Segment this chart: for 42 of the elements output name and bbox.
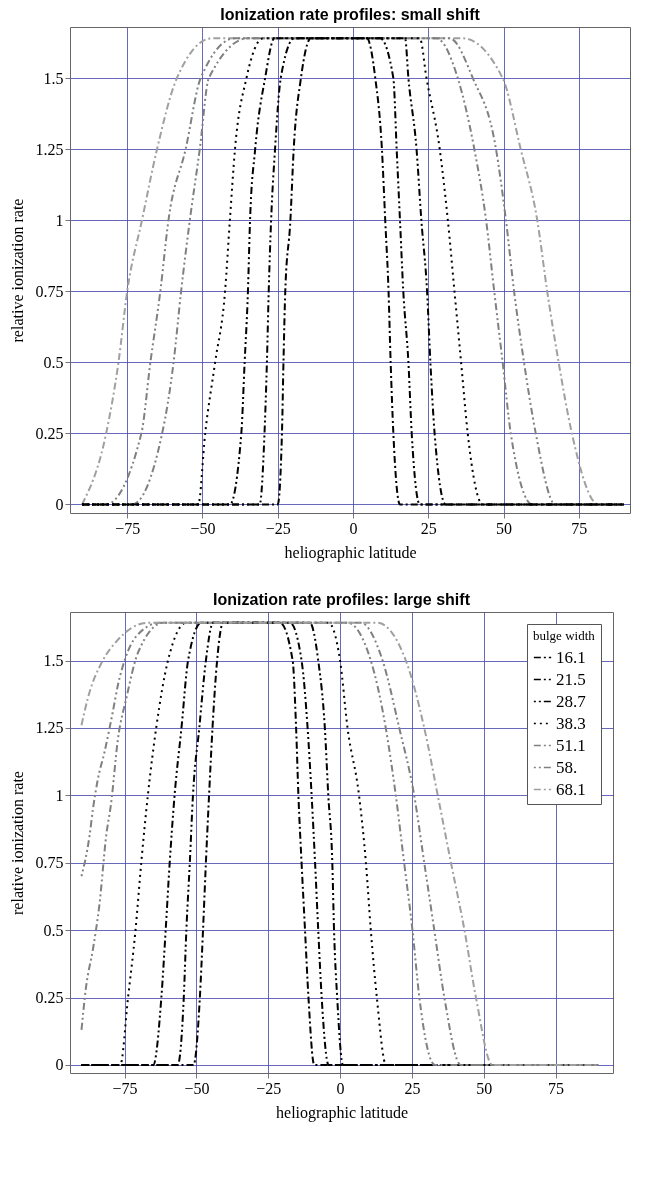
x-tick-label: 75 <box>548 1079 565 1097</box>
y-tick-label: 0.5 <box>43 921 64 939</box>
legend-title: bulge width <box>533 628 596 643</box>
legend-label: 16.1 <box>556 647 586 667</box>
y-axis-title: relative ionization rate <box>8 771 26 915</box>
x-tick-label: −25 <box>265 519 291 537</box>
x-tick-label: 0 <box>336 1079 345 1097</box>
legend-label: 38.3 <box>556 713 586 733</box>
y-tick-label: 1.5 <box>43 69 64 87</box>
y-tick-label: 0 <box>55 1056 64 1074</box>
x-tick-label: 50 <box>476 1079 493 1097</box>
x-tick-label: 75 <box>571 519 588 537</box>
legend-label: 58. <box>556 757 578 777</box>
x-tick-label: 50 <box>496 519 513 537</box>
y-tick-label: 1.25 <box>35 719 64 737</box>
y-tick-label: 1.25 <box>35 140 64 158</box>
legend-label: 28.7 <box>556 691 587 711</box>
x-tick-label: 25 <box>404 1079 421 1097</box>
y-tick-label: 1 <box>55 211 64 229</box>
y-tick-label: 0.5 <box>43 353 64 371</box>
x-tick-label: −50 <box>184 1079 210 1097</box>
chart-title: Ionization rate profiles: small shift <box>220 6 481 23</box>
chart-title: Ionization rate profiles: large shift <box>213 591 471 608</box>
x-tick-label: 25 <box>420 519 437 537</box>
legend-label: 68.1 <box>556 779 586 799</box>
y-tick-label: 1.5 <box>43 652 64 670</box>
y-axis-title: relative ionization rate <box>8 198 26 343</box>
y-tick-label: 0.25 <box>35 424 64 442</box>
x-tick-label: −75 <box>112 1079 138 1097</box>
x-axis-title: heliographic latitude <box>284 543 417 562</box>
y-tick-label: 0.25 <box>35 989 64 1007</box>
x-tick-label: 0 <box>349 519 358 537</box>
x-tick-label: −75 <box>115 519 141 537</box>
legend-label: 21.5 <box>556 669 586 689</box>
x-tick-label: −25 <box>256 1079 282 1097</box>
y-tick-label: 1 <box>55 786 64 804</box>
x-axis-title: heliographic latitude <box>276 1103 408 1122</box>
y-tick-label: 0.75 <box>35 854 64 872</box>
x-tick-label: −50 <box>190 519 216 537</box>
legend-label: 51.1 <box>556 735 586 755</box>
y-tick-label: 0.75 <box>35 282 64 300</box>
y-tick-label: 0 <box>55 495 64 513</box>
